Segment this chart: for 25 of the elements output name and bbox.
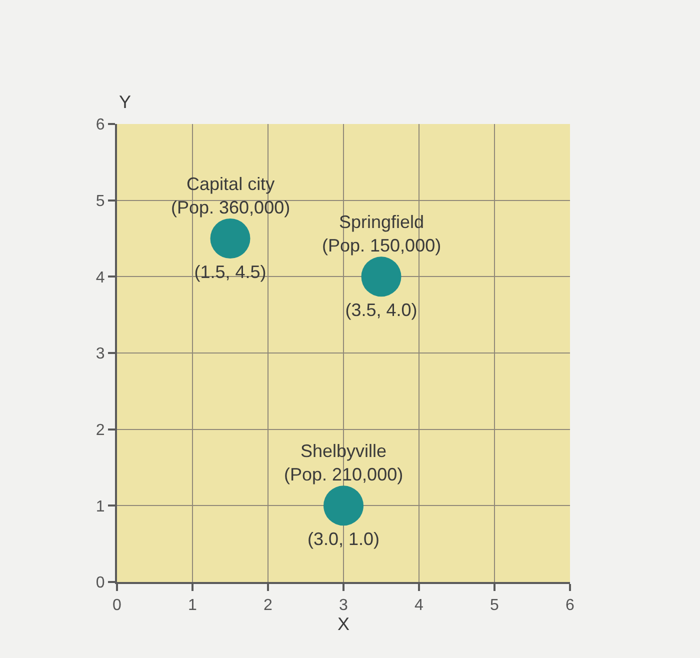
x-tick-label: 3	[339, 597, 348, 614]
annotation: Springfield (Pop. 150,000)	[322, 212, 442, 256]
x-tick-label: 4	[414, 597, 424, 614]
y-axis-title: Y	[119, 92, 132, 112]
x-tick-label: 0	[112, 597, 122, 614]
annotation: Shelbyville (Pop. 210,000)	[284, 441, 404, 484]
y-tick-label: 2	[96, 422, 105, 439]
annotation: Capital city (Pop. 360,000)	[171, 174, 290, 218]
x-tick-label: 5	[490, 597, 500, 614]
y-tick-label: 3	[96, 346, 105, 363]
y-tick-label: 6	[96, 116, 105, 134]
point	[361, 256, 402, 297]
y-tick-label: 0	[96, 574, 105, 592]
y-tick-label: 1	[96, 498, 105, 516]
y-tick-label: 5	[96, 192, 105, 210]
point	[324, 486, 364, 526]
y-tick-label: 4	[96, 269, 105, 286]
data-label: (1.5, 4.5)	[194, 262, 266, 282]
data-label: (3.5, 4.0)	[345, 300, 418, 320]
x-tick-label: 1	[188, 597, 198, 614]
x-tick-label: 2	[264, 597, 273, 614]
data-label: (3.0, 1.0)	[307, 529, 380, 550]
x-axis-title: X	[337, 614, 350, 634]
x-tick-label: 6	[566, 597, 575, 614]
point	[210, 218, 250, 258]
